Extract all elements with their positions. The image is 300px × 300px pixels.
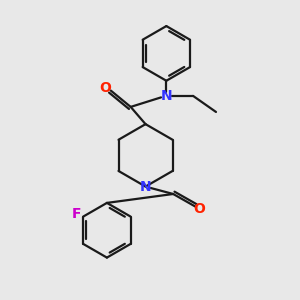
Text: O: O [100,81,111,95]
Text: N: N [140,180,152,194]
Text: F: F [72,207,81,221]
Text: N: N [160,89,172,103]
Text: O: O [194,202,206,216]
